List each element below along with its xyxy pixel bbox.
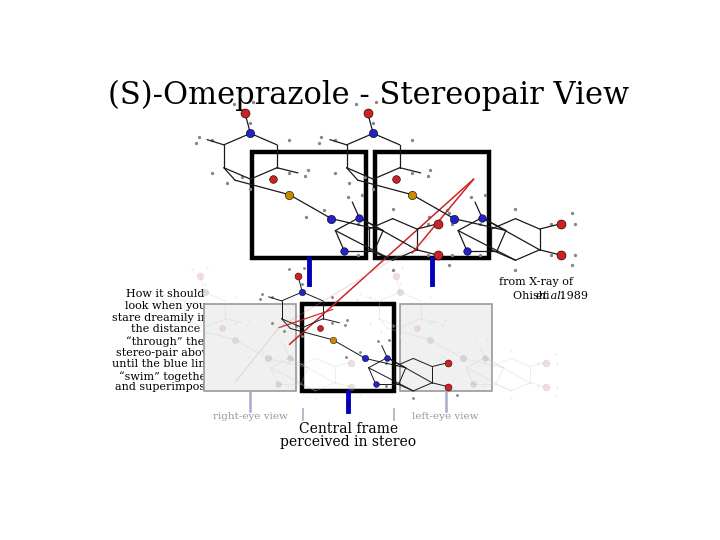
Text: look when you: look when you xyxy=(125,301,206,311)
Text: Central frame: Central frame xyxy=(299,422,397,436)
Bar xyxy=(252,152,366,258)
Bar xyxy=(374,152,489,258)
Text: How it should: How it should xyxy=(126,289,204,299)
Text: “through” the: “through” the xyxy=(126,336,204,347)
Bar xyxy=(400,304,492,391)
Text: 1989: 1989 xyxy=(556,292,588,301)
Text: and superimpose.: and superimpose. xyxy=(115,382,215,393)
Text: et al.: et al. xyxy=(536,292,564,301)
Bar xyxy=(204,304,297,391)
Bar xyxy=(302,304,394,391)
Text: Ohishi: Ohishi xyxy=(513,292,553,301)
Text: perceived in stereo: perceived in stereo xyxy=(280,435,416,449)
Text: from X-ray of: from X-ray of xyxy=(500,277,573,287)
Text: stereo-pair above: stereo-pair above xyxy=(116,348,215,357)
Text: (S)-Omeprazole - Stereopair View: (S)-Omeprazole - Stereopair View xyxy=(109,79,629,111)
Text: left-eye view: left-eye view xyxy=(413,412,479,421)
Text: “swim” together: “swim” together xyxy=(119,371,212,382)
Text: the distance: the distance xyxy=(131,324,200,334)
Text: stare dreamily into: stare dreamily into xyxy=(112,313,219,322)
Text: until the blue lines: until the blue lines xyxy=(112,359,218,369)
Text: right-eye view: right-eye view xyxy=(213,412,288,421)
